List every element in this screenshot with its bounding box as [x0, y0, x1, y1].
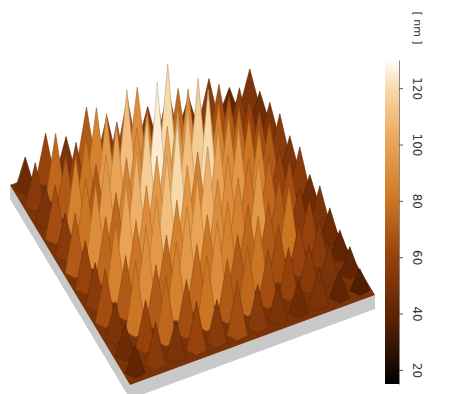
tick: 100	[399, 134, 424, 157]
spike-group	[146, 322, 166, 370]
spike	[289, 280, 309, 318]
spike	[340, 247, 360, 279]
tick-mark	[399, 145, 403, 146]
tick: 20	[399, 363, 424, 378]
spike-group	[207, 299, 227, 347]
spike	[227, 281, 247, 340]
colorbar	[385, 60, 399, 384]
spike-group	[125, 346, 145, 378]
spike-group	[268, 282, 288, 325]
tick-mark	[399, 88, 403, 89]
spike-group	[248, 284, 268, 332]
axis-line	[399, 61, 400, 385]
tick: 120	[399, 77, 424, 100]
colorbar-axis: 20 40 60 80 100 120	[399, 61, 424, 385]
tick: 40	[399, 306, 424, 321]
tick: 60	[399, 250, 424, 265]
tick-mark	[399, 257, 403, 258]
tick-label: 40	[410, 306, 424, 321]
spike-group	[329, 271, 349, 303]
spike-group	[166, 320, 186, 363]
spike-group	[289, 280, 309, 318]
tick: 80	[399, 194, 424, 209]
spike	[329, 271, 349, 303]
spike	[268, 282, 288, 325]
spike-group	[186, 302, 206, 356]
spike-group	[309, 267, 329, 310]
spike	[125, 346, 145, 378]
spike	[186, 302, 206, 356]
spike-group	[350, 269, 370, 296]
spike	[207, 299, 227, 347]
tick-label: 100	[410, 134, 424, 157]
tick-label: 20	[410, 363, 424, 378]
tick-mark	[399, 370, 403, 371]
spike	[350, 269, 370, 296]
tick-label: 60	[410, 250, 424, 265]
tick-label: 80	[410, 194, 424, 209]
tick-mark	[399, 314, 403, 315]
chart: 20 40 60 80 100 120 [ nm ]	[0, 0, 452, 394]
spike-group	[227, 281, 247, 340]
spike	[166, 320, 186, 363]
plot-area	[10, 64, 375, 394]
colorbar-label: [ nm ]	[411, 11, 424, 44]
spike	[309, 267, 329, 310]
spike-group	[340, 247, 360, 279]
tick-label: 120	[410, 77, 424, 100]
spike	[146, 322, 166, 370]
spike	[248, 284, 268, 332]
tick-mark	[399, 201, 403, 202]
